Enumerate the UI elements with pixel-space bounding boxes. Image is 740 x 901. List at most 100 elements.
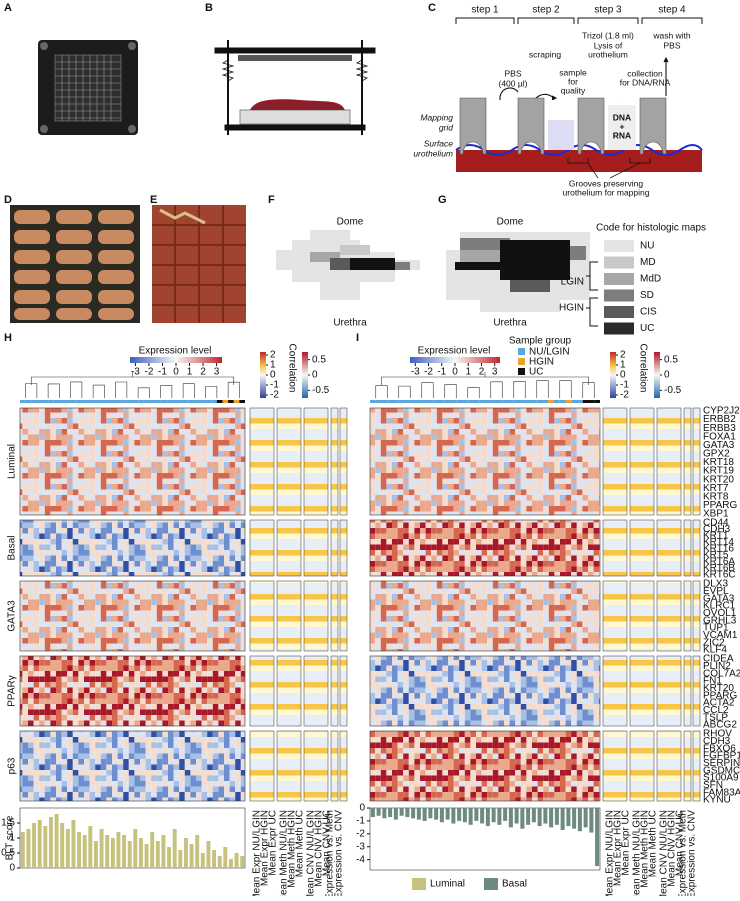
y-tick-label: -3 [356,841,365,852]
legend-group: HGIN [559,303,584,314]
legend-label: Luminal [430,879,465,890]
legend-title: Correlation [637,344,648,393]
side-heatmap [249,655,275,727]
bar [411,808,416,819]
sample-group-strip [194,400,200,403]
bar [566,808,571,827]
bar [451,808,456,824]
bar [399,808,404,816]
sample-group-strip [171,400,178,403]
sample-group-strip [98,400,105,403]
sample-group-strip [427,400,434,403]
gene-label: KRT20 [703,683,734,694]
gene-label: CIDEA [703,654,734,665]
panel-label: E [150,194,157,206]
column-label: Mean Expr HGIN [260,810,271,886]
sample-group-strip [444,400,451,403]
colorbar-tick-label: 1 [187,367,193,378]
legend-swatch [484,878,498,890]
sample-group-strip [542,400,549,403]
side-heatmap [276,655,302,727]
bar [514,808,519,824]
gene-label: S100A9 [703,773,739,784]
sample-group-strip [81,400,88,403]
map-label: Urethra [493,318,527,329]
dendrogram [375,372,595,398]
bar [497,808,502,825]
side-heatmap [276,730,302,802]
bar [416,808,421,820]
sample-group-strip [25,400,32,403]
colorbar-tick-label: 2 [479,367,485,378]
gene-label: FAM83A [703,787,740,798]
sample-group-strip [387,400,393,403]
sample-group-strip [513,400,520,403]
bar [71,820,76,868]
gene-label: SFN [703,780,723,791]
colorbar-tick-label: -3 [411,367,420,378]
side-heatmap [330,730,339,802]
gene-label: KRT6C [703,570,736,581]
gene-label: CDH3 [703,736,731,747]
gene-label: GSDMC [703,765,740,776]
side-heatmap [656,580,682,652]
bar [577,808,582,832]
bar [82,835,87,868]
side-heatmap [683,730,692,802]
bar [480,808,485,824]
bar [37,820,42,868]
axis-title: BLT score [5,815,16,860]
colorbar-tick-label: -1 [437,367,446,378]
side-heatmap [692,730,701,802]
column-label: Mean Meth UC [648,810,659,877]
sample-group-strip [467,400,474,403]
legend-label: UC [529,367,543,378]
gene-label: PLIN2 [703,661,731,672]
sample-group-strip [160,400,167,403]
gene-label: XBP1 [703,509,729,520]
side-heatmap [692,407,701,516]
y-tick-label: 0 [9,863,15,874]
legend-title: Expression level [139,346,212,357]
gene-label: SERPINB13 [703,758,740,769]
bar [116,832,121,868]
gene-label: FBXO6 [703,743,736,754]
legend-label: CIS [640,307,657,318]
side-heatmap [330,407,339,516]
gene-label: DLX3 [703,579,728,590]
colorbar-tick-label: 2 [200,367,206,378]
sample-group-strip [439,400,445,403]
sample-group-strip [393,400,399,403]
panel-label: C [428,2,436,14]
side-heatmap [629,580,655,652]
colorbar-tick-label: 0 [664,370,670,381]
colorbar [260,352,266,398]
map-label: Dome [497,217,524,228]
side-heatmap [339,407,348,516]
column-label: Mean Expr HGIN [613,810,624,886]
gene-label: KRT18 [703,457,734,468]
colorbar-tick-label: 0 [620,370,626,381]
sample-group-strip [548,400,554,403]
bar [485,808,490,827]
annotation: PBS [504,68,521,78]
gene-label: CD44 [703,518,729,529]
sample-group-strip [183,400,189,403]
panel-c: step 1 step 2 step 3 step 4 PBS (400 µl)… [413,5,703,197]
legend-label: SD [640,290,654,301]
sample-group-strip [433,400,439,403]
bar [155,841,160,868]
sample-group-strip [559,400,566,403]
gene-label: TUP1 [703,623,729,634]
side-heatmap [339,580,348,652]
gene-label: KRT6A [703,557,735,568]
side-heatmap [629,730,655,802]
sample-group-strip [421,400,428,403]
side-heatmap [249,407,275,516]
legend-label: NU/LGIN [529,347,570,358]
bar [537,808,542,827]
bar [161,835,166,868]
side-heatmap [330,655,339,727]
gene-label: CYP2J2 [703,406,740,417]
